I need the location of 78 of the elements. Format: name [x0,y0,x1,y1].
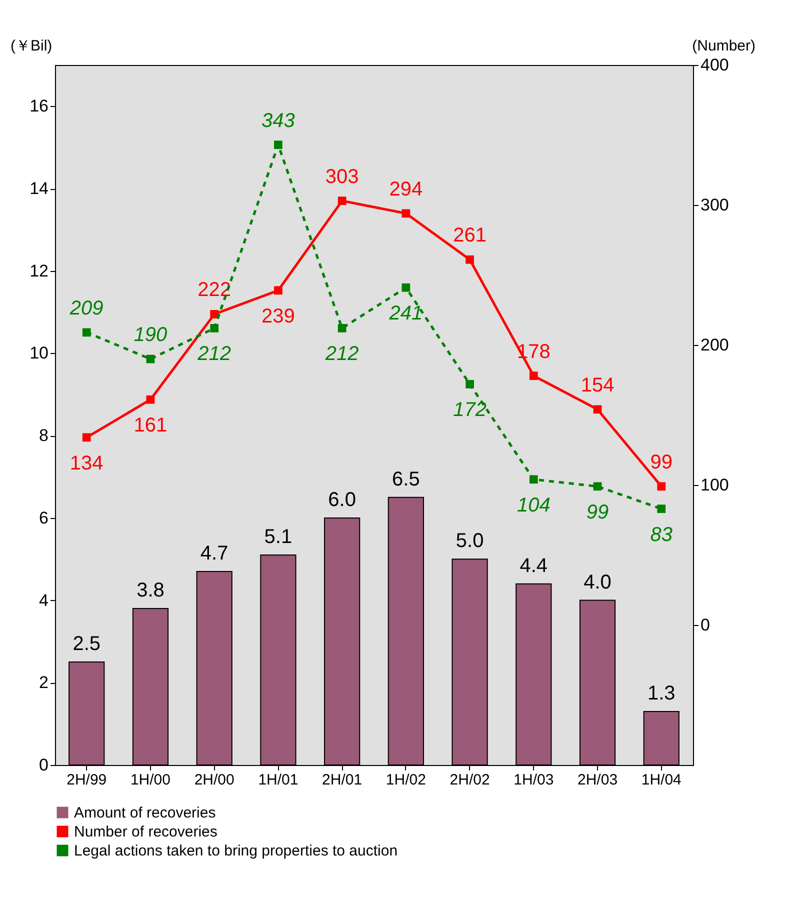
legend-label: Number of recoveries [74,824,218,840]
point [657,504,666,513]
y-tick-label: 14 [30,179,48,198]
point [210,310,219,318]
point [210,324,219,332]
data-label: 4.0 [584,571,612,594]
point [529,372,538,380]
point [466,255,474,264]
point [274,140,282,149]
data-label: 241 [388,302,423,325]
data-label: 134 [70,452,104,474]
point [338,324,346,332]
x-tick-label: 2H/02 [450,772,490,788]
y-axis-title: (￥Bil) [10,38,52,54]
data-label: 222 [198,279,232,302]
point [146,354,155,364]
point [82,433,91,442]
data-label: 3.8 [136,580,164,602]
data-label: 154 [580,374,614,396]
point [82,328,91,337]
data-label: 1.3 [647,682,676,704]
point [593,405,602,414]
data-label: 6.0 [328,488,356,511]
point [146,395,155,404]
data-label: 4.4 [520,554,548,577]
data-label: 212 [324,343,359,366]
point [529,475,538,484]
data-label: 99 [586,501,609,524]
y2-axis-title: (Number) [692,38,756,54]
y-tick-label: 8 [39,426,48,446]
x-tick-label: 1H/00 [130,772,170,788]
data-label: 239 [262,305,295,328]
x-tick-label: 2H/01 [322,772,362,788]
legend-label: Amount of recoveries [74,804,216,822]
data-label: 5.1 [264,526,292,548]
data-label: 83 [650,524,673,546]
data-label: 212 [196,343,232,366]
y-tick-label: 6 [39,508,48,528]
point [274,286,282,295]
data-label: 4.7 [200,542,228,564]
y-tick-label: 2 [39,673,48,692]
x-tick-label: 2H/99 [66,772,107,788]
data-label: 5.0 [456,530,484,552]
x-tick-label: 2H/03 [578,772,618,788]
y-tick-label: 0 [39,756,48,774]
y2-tick-label: 0 [700,616,710,634]
x-tick-label: 1H/03 [514,772,554,788]
data-label: 343 [262,110,295,132]
point [402,209,410,218]
y2-tick-label: 400 [700,56,729,74]
data-label: 303 [325,166,359,188]
data-label: 99 [650,451,673,474]
point [657,482,666,491]
y-tick-label: 10 [30,344,48,363]
legend-label: Legal actions taken to bring properties to auction [74,842,398,860]
data-label: 2.5 [72,633,101,656]
data-label: 261 [453,224,486,247]
data-label: 104 [516,494,550,516]
x-tick-label: 1H/04 [641,772,682,788]
y2-tick-label: 100 [700,476,729,494]
data-label: 294 [389,178,423,200]
point [593,482,602,491]
x-tick-label: 1H/01 [258,772,298,788]
point [338,196,346,205]
point [402,283,410,292]
point [466,380,474,388]
y2-tick-label: 300 [700,196,729,214]
y-tick-label: 16 [30,96,48,116]
y-tick-label: 12 [30,261,48,280]
data-label: 190 [134,324,168,346]
y-tick-label: 4 [39,590,48,610]
data-label: 172 [453,399,486,422]
x-tick-label: 1H/02 [386,772,426,788]
data-label: 6.5 [392,468,420,490]
x-tick-label: 2H/00 [194,772,234,788]
data-label: 161 [134,414,168,437]
y2-tick-label: 200 [700,336,729,354]
data-label: 209 [68,297,104,320]
